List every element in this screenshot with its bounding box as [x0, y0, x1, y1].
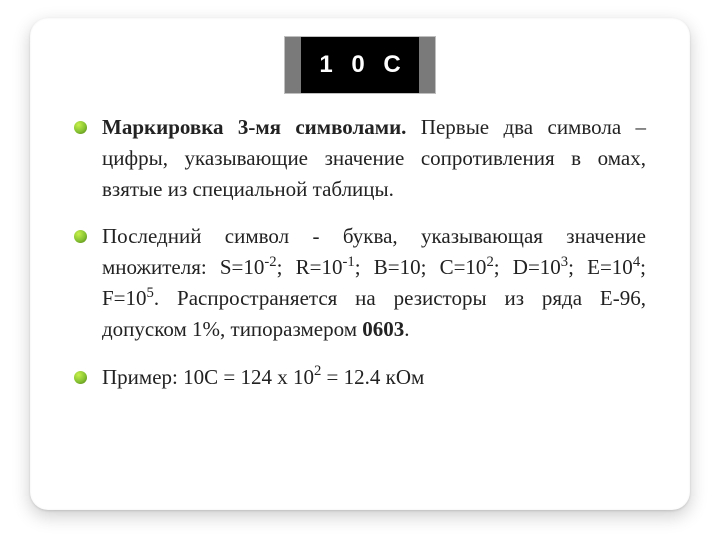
bullet1-lead: Маркировка 3-мя символами.	[102, 115, 406, 139]
exp-s: -2	[264, 254, 276, 270]
exp-d: 3	[561, 254, 568, 270]
smd-resistor: 1 0 C	[284, 36, 436, 94]
slide: 1 0 C Маркировка 3-мя символами. Первые …	[0, 0, 720, 540]
bullet3-pre: Пример: 10С = 124 х 10	[102, 365, 314, 389]
exp-c: 2	[486, 254, 493, 270]
resistor-cap-left	[285, 37, 301, 93]
exp-example: 2	[314, 363, 321, 379]
bullet2-sep4: ; E=10	[568, 255, 633, 279]
exp-e: 4	[633, 254, 640, 270]
slide-card: 1 0 C Маркировка 3-мя символами. Первые …	[30, 18, 690, 510]
bullet2-sep2: ; B=10; C=10	[355, 255, 487, 279]
bullet2-tail-bold: 0603	[362, 317, 404, 341]
resistor-cap-right	[419, 37, 435, 93]
resistor-image-wrap: 1 0 C	[74, 36, 646, 94]
bullet3-post: = 12.4 кОм	[321, 365, 424, 389]
list-item: Маркировка 3-мя символами. Первые два си…	[74, 112, 646, 205]
resistor-code-label: 1 0 C	[301, 37, 419, 93]
bullet-list: Маркировка 3-мя символами. Первые два си…	[74, 112, 646, 393]
bullet2-sep1: ; R=10	[277, 255, 343, 279]
list-item: Последний символ - буква, указывающая зн…	[74, 221, 646, 345]
exp-f: 5	[147, 285, 154, 301]
bullet2-sep3: ; D=10	[494, 255, 561, 279]
bullet2-tail2: .	[404, 317, 409, 341]
exp-r: -1	[343, 254, 355, 270]
list-item: Пример: 10С = 124 х 102 = 12.4 кОм	[74, 362, 646, 393]
